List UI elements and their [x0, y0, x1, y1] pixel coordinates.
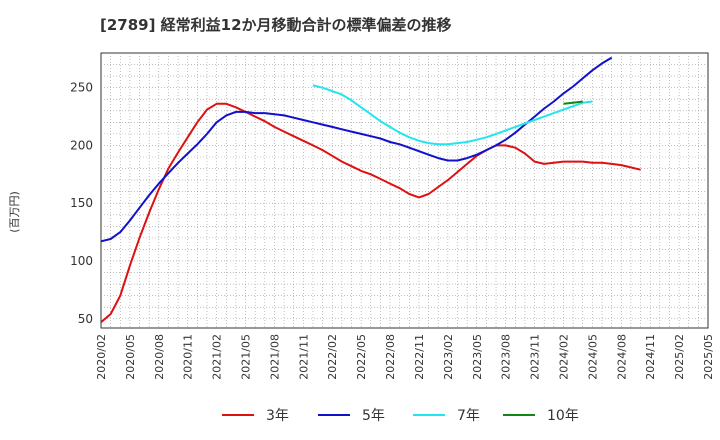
chart-title: [2789] 経常利益12か月移動合計の標準偏差の推移: [100, 16, 452, 34]
x-tick-label: 2025/02: [673, 334, 686, 380]
x-tick-label: 2020/11: [182, 334, 195, 380]
y-tick-label: 250: [70, 81, 93, 95]
x-tick-label: 2023/08: [500, 334, 513, 380]
x-tick-label: 2022/02: [326, 334, 339, 380]
legend-label-2: 7年: [457, 408, 480, 424]
y-tick-label: 100: [70, 254, 93, 268]
x-tick-label: 2024/02: [557, 334, 570, 380]
series-line-2: [312, 84, 593, 146]
x-tick-label: 2024/08: [615, 334, 628, 380]
x-tick-label: 2023/11: [529, 334, 542, 380]
x-tick-label: 2024/05: [586, 334, 599, 380]
y-axis-label: (百万円): [8, 191, 21, 233]
x-tick-label: 2021/11: [297, 334, 310, 380]
series-line-3: [563, 100, 583, 105]
legend-label-3: 10年: [547, 408, 579, 424]
y-tick-label: 200: [70, 138, 93, 152]
x-tick-label: 2021/08: [268, 334, 281, 380]
y-tick-label: 50: [78, 312, 93, 326]
x-tick-label: 2022/11: [413, 334, 426, 380]
x-tick-label: 2021/05: [240, 334, 253, 380]
legend-label-1: 5年: [362, 408, 385, 424]
x-tick-label: 2020/05: [124, 334, 137, 380]
legend-label-0: 3年: [266, 408, 289, 424]
x-tick-label: 2023/05: [471, 334, 484, 380]
y-tick-label: 150: [70, 196, 93, 210]
x-tick-label: 2020/02: [95, 334, 108, 380]
x-tick-label: 2021/02: [211, 334, 224, 380]
x-tick-label: 2022/05: [355, 334, 368, 380]
x-tick-label: 2025/05: [702, 334, 715, 380]
x-tick-label: 2024/11: [644, 334, 657, 380]
x-tick-label: 2020/08: [153, 334, 166, 380]
x-tick-label: 2022/08: [384, 334, 397, 380]
series-line-0: [100, 102, 641, 323]
x-tick-label: 2023/02: [442, 334, 455, 380]
